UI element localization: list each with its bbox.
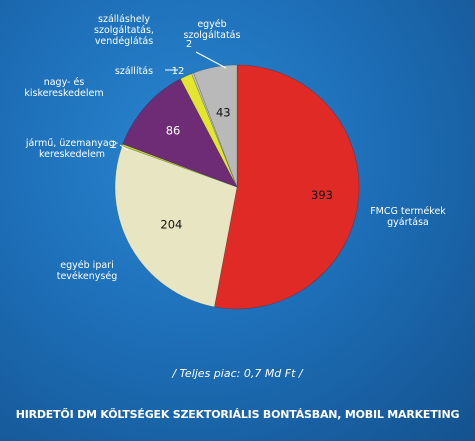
slice-label-0: FMCG termékek gyártása [370,206,446,228]
slice-value-4: 12 [172,66,185,77]
slice-values: 393 204 2 86 12 2 43 [111,39,333,232]
slice-value-3: 86 [166,123,181,137]
slice-label-1: egyéb ipari tevékenység [57,260,118,282]
slice-value-1: 204 [160,218,182,232]
slice-label-5: szálláshely szolgáltatás, vendéglátás [94,14,154,47]
chart-caption: HIRDETŐI DM KÖLTSÉGEK SZEKTORIÁLIS BONTÁ… [15,408,460,421]
slice-label-4: szállítás [115,66,153,77]
slice-value-2: 2 [111,140,117,151]
pie-slice-3 [122,78,238,188]
slice-value-6: 43 [216,106,231,120]
pie-slice-5 [191,72,238,188]
slice-labels: FMCG termékek gyártása egyéb ipari tevékeny… [24,14,446,282]
pie-slices [114,64,360,310]
leader-line-5 [195,51,227,69]
pie-slice-0 [214,64,360,310]
pie-slice-1 [114,145,238,308]
slice-value-0: 393 [311,188,333,202]
slice-label-6: egyéb szolgáltatás [184,19,241,41]
leader-line-2 [119,144,129,151]
slice-label-3: nagy- és kiskereskedelem [24,77,103,99]
slice-value-5: 2 [186,39,192,50]
pie-slice-6 [193,64,238,188]
total-market-note: / Teljes piac: 0,7 Md Ft / [172,367,303,380]
slice-label-2: jármű, üzemanyag-kereskedelem [25,138,118,160]
pie-slice-4 [179,73,238,188]
